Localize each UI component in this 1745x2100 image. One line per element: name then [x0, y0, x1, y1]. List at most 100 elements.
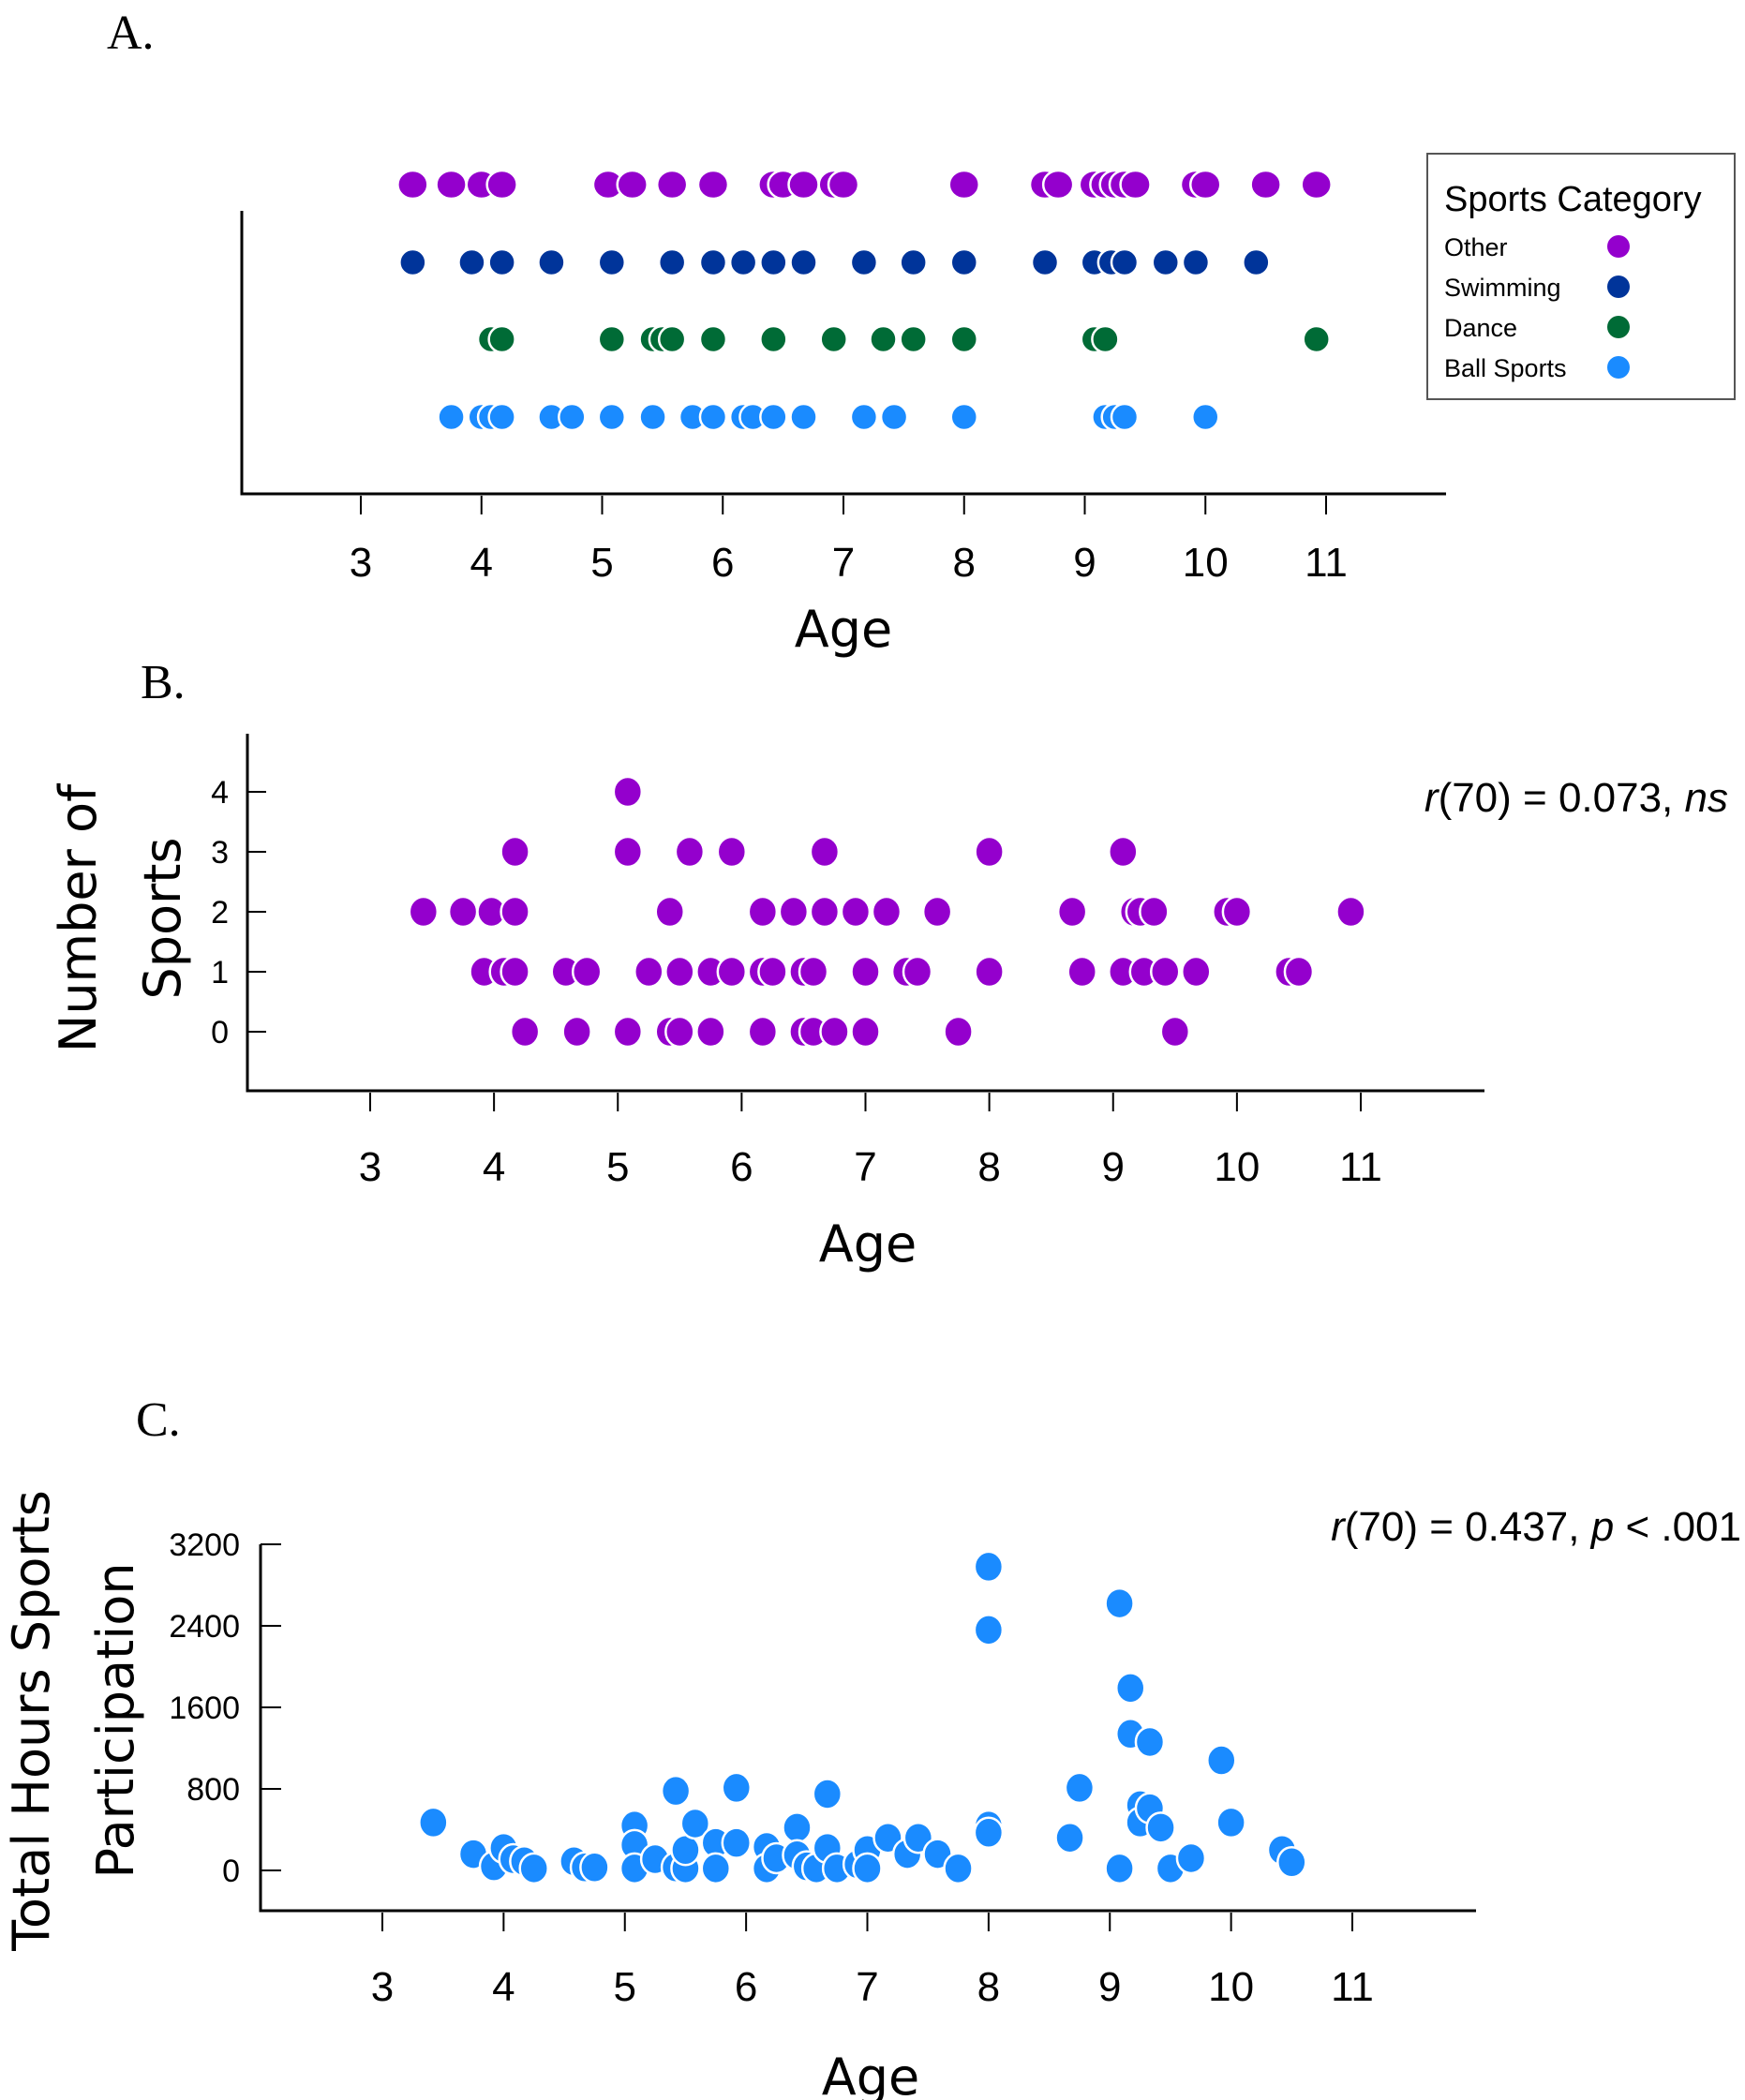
point-ball-sports	[949, 402, 978, 432]
point-other	[1249, 169, 1282, 201]
point-swimming	[728, 247, 758, 277]
panel-b: B. 0 1 2 3 4 3 4 5 6 7 8 9 10 11 Age Number of Sport…	[49, 656, 1728, 1273]
point	[973, 1816, 1005, 1850]
point-swimming	[1151, 247, 1181, 277]
point-swimming	[1181, 247, 1211, 277]
point-other	[787, 169, 820, 201]
panel-c-y-tick-label: 3200	[169, 1527, 240, 1563]
point	[757, 955, 788, 989]
point	[561, 1015, 592, 1049]
point	[418, 1806, 449, 1839]
point-other	[827, 169, 860, 201]
panel-c-x-axis-title: Age	[822, 2048, 919, 2100]
panel-c-x-ticks: 3 4 5 6 7 8 9 10 11	[371, 1913, 1374, 2010]
panel-b-letter: B.	[141, 656, 186, 709]
point-other	[947, 169, 980, 201]
point-dance	[657, 324, 687, 354]
point-ball-sports	[698, 402, 728, 432]
legend-box	[1426, 153, 1736, 400]
legend-marker	[1607, 235, 1630, 258]
point	[852, 1852, 883, 1885]
panel-c-y-tick-label: 800	[186, 1772, 240, 1808]
panel-b-y-tick-label: 2	[211, 895, 229, 931]
panel-b-x-ticks: 3 4 5 6 7 8 9 10 11	[359, 1093, 1382, 1190]
point-other	[616, 169, 649, 201]
point	[408, 895, 440, 929]
point	[500, 835, 530, 869]
point-swimming	[657, 247, 687, 277]
point	[518, 1852, 549, 1885]
panel-c-y-tick-label: 2400	[169, 1609, 240, 1645]
point-dance	[759, 324, 788, 354]
point-ball-sports	[558, 402, 587, 432]
point-dance	[899, 324, 928, 354]
point	[664, 1015, 695, 1049]
point	[1206, 1744, 1237, 1777]
point	[1159, 1015, 1191, 1049]
point-ball-sports	[879, 402, 909, 432]
panel-a-x-tick-label: 8	[953, 540, 976, 586]
panel-b-x-axis-title: Age	[819, 1214, 917, 1273]
point	[612, 835, 644, 869]
annot-p: p	[1589, 1504, 1614, 1550]
legend-label: Ball Sports	[1444, 354, 1567, 382]
point	[1054, 1821, 1085, 1854]
point	[809, 895, 841, 929]
panel-c-x-tick-label: 11	[1331, 1964, 1374, 2010]
legend-entries: Other Swimming Dance Ball Sports	[1444, 233, 1630, 382]
panel-b-x-tick-label: 11	[1339, 1144, 1382, 1190]
panel-c-x-tick-label: 9	[1098, 1964, 1121, 2010]
point	[1221, 895, 1253, 929]
point-dance	[698, 324, 728, 354]
point-swimming	[789, 247, 818, 277]
panel-a: A. 3 4 5 6 7 8 9 10 11 Age Sports Category Other…	[107, 7, 1736, 659]
point	[716, 835, 748, 869]
point-ball-sports	[849, 402, 879, 432]
panel-c-x-tick-label: 4	[492, 1964, 515, 2010]
point	[1114, 1672, 1146, 1705]
point	[700, 1852, 732, 1885]
panel-a-x-tick-label: 9	[1073, 540, 1096, 586]
point	[1276, 1846, 1307, 1879]
panel-a-x-tick-label: 11	[1305, 540, 1348, 586]
point-swimming	[537, 247, 566, 277]
point	[634, 955, 664, 989]
point	[654, 895, 685, 929]
panel-b-correlation-annotation: r(70) = 0.073, ns	[1424, 775, 1728, 821]
panel-a-x-ticks: 3 4 5 6 7 8 9 10 11	[350, 496, 1348, 586]
point	[1335, 895, 1366, 929]
panel-c: C. 0 800 1600 2400 3200 3 4 5 6 7 8 9 10 11 Age Tota…	[2, 1393, 1741, 2100]
point	[747, 1015, 779, 1049]
point	[571, 955, 603, 989]
panel-c-x-tick-label: 6	[735, 1964, 757, 2010]
point-dance	[869, 324, 898, 354]
point	[809, 835, 841, 869]
point-other	[655, 169, 689, 201]
point-ball-sports	[1110, 402, 1140, 432]
point	[660, 1774, 692, 1808]
point	[778, 895, 810, 929]
point-ball-sports	[1191, 402, 1220, 432]
point	[1216, 1806, 1246, 1839]
point-swimming	[849, 247, 879, 277]
panel-c-y-ticks: 0 800 1600 2400 3200	[169, 1527, 281, 1889]
point-swimming	[698, 247, 728, 277]
point	[747, 895, 779, 929]
point	[1145, 1811, 1176, 1844]
point-other	[696, 169, 730, 201]
point	[1064, 1771, 1096, 1805]
point-dance	[819, 324, 848, 354]
point	[721, 1771, 753, 1805]
annot-tail: < .001	[1614, 1504, 1741, 1550]
panel-c-correlation-annotation: r(70) = 0.437, p < .001	[1331, 1504, 1741, 1550]
panel-c-y-axis-title: Total Hours Sports Participation	[2, 1490, 145, 1952]
point-other	[1189, 169, 1222, 201]
point-swimming	[759, 247, 788, 277]
panel-a-axes	[240, 211, 1446, 496]
point	[921, 895, 953, 929]
point-ball-sports	[789, 402, 818, 432]
point-swimming	[1110, 247, 1140, 277]
panel-a-x-tick-label: 5	[590, 540, 613, 586]
panel-a-x-tick-label: 3	[350, 540, 372, 586]
